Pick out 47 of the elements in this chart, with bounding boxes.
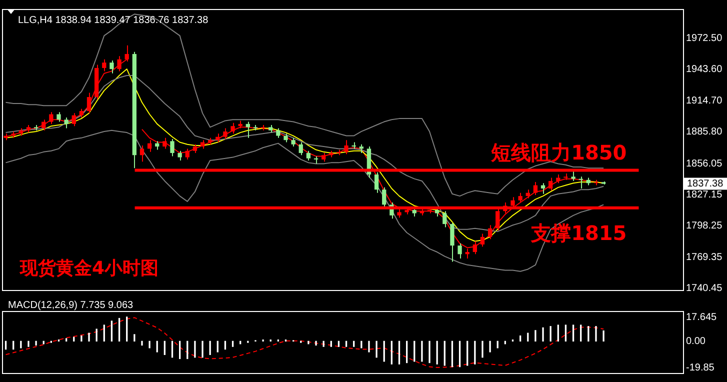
line-series	[5, 317, 604, 368]
candlestick	[86, 92, 92, 114]
candlestick	[185, 148, 190, 160]
candlestick	[382, 186, 386, 208]
y-tick-label: 1856.05	[686, 158, 723, 170]
candlestick	[450, 222, 454, 262]
text: LLG,H4 1838.94 1839.47 1836.76 1837.38	[18, 14, 209, 26]
candlestick	[374, 172, 379, 194]
y-tick-label: -19.85	[686, 362, 715, 374]
candlestick	[230, 122, 235, 134]
candlestick	[298, 142, 303, 156]
candlestick	[518, 192, 522, 204]
candlestick	[533, 182, 538, 196]
candlestick	[571, 170, 576, 182]
y-tick-label: 1798.25	[686, 220, 723, 232]
candlestick	[276, 128, 280, 138]
candlestick	[56, 112, 61, 122]
candlestick	[178, 150, 182, 162]
y-tick-label: 1769.35	[686, 252, 723, 263]
y-tick-label: 1740.45	[686, 282, 723, 294]
candlestick	[64, 116, 68, 129]
candlestick	[223, 128, 228, 140]
ref-line-label: 短线阻力1850	[490, 140, 627, 164]
candlestick	[458, 242, 462, 259]
y-tick-label: 1943.60	[686, 64, 723, 76]
candlestick	[548, 177, 553, 192]
candlestick	[488, 224, 492, 240]
y-tick-label: 1827.15	[686, 190, 723, 201]
candlestick	[442, 210, 447, 228]
text: 1837.38	[687, 178, 724, 190]
candlestick	[344, 140, 348, 155]
candlestick	[110, 60, 114, 74]
y-tick-label: 1885.80	[686, 126, 723, 138]
candlestick	[170, 138, 174, 157]
ref-line-label: 支撑1815	[530, 221, 627, 246]
candlestick	[140, 144, 144, 162]
y-tick-label: 1914.70	[686, 95, 723, 106]
candlestick	[162, 137, 167, 150]
candlestick	[72, 112, 76, 127]
y-tick-label: 17.645	[686, 312, 718, 324]
annotation: 现货黄金4小时图	[19, 258, 159, 279]
candlestick	[306, 150, 311, 162]
chart-title: MACD(12,26,9) 7.735 9.063	[8, 300, 134, 311]
candlestick	[42, 119, 46, 131]
y-tick-label: 0.00	[686, 336, 706, 347]
candlestick	[49, 112, 54, 124]
y-tick-label: 1972.50	[686, 33, 723, 44]
